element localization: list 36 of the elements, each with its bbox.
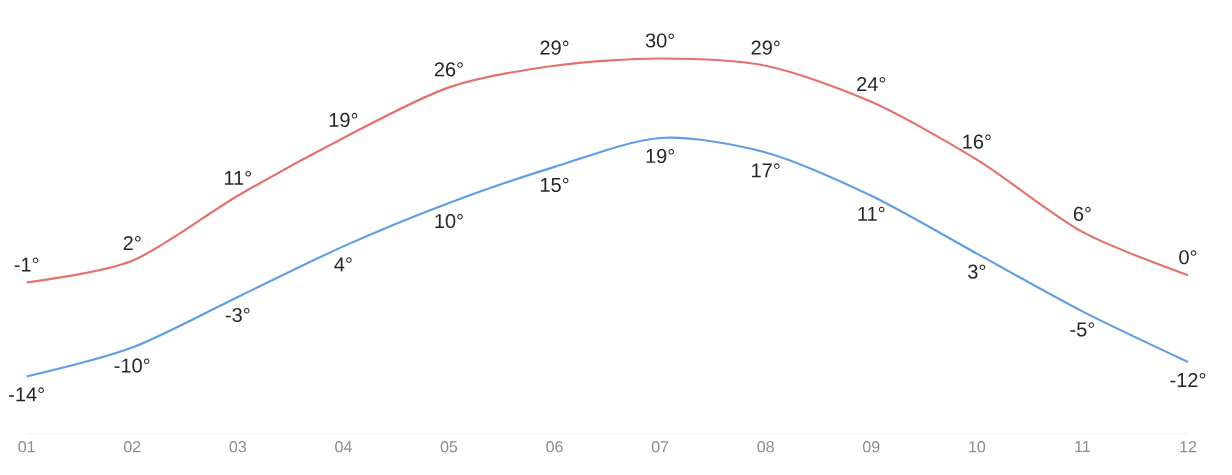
data-label: 19°: [329, 112, 358, 128]
x-tick-label: 06: [546, 441, 563, 453]
x-tick-label: 12: [1180, 441, 1197, 453]
x-tick-label: 08: [757, 441, 774, 453]
x-tick-label: 11: [1075, 441, 1090, 453]
x-tick-label: 07: [651, 441, 669, 453]
data-label: -5°: [1070, 322, 1095, 337]
data-label: 29°: [751, 40, 780, 55]
x-tick-label: 05: [440, 441, 458, 453]
data-label: 2°: [123, 235, 141, 250]
data-label: 29°: [540, 40, 569, 55]
data-label: 30°: [645, 33, 675, 48]
data-label: 11°: [858, 206, 885, 221]
data-label: 16°: [963, 134, 991, 149]
data-label: 3°: [968, 264, 986, 279]
data-label: 24°: [857, 76, 886, 91]
data-label: 17°: [752, 163, 780, 178]
data-label: -10°: [114, 358, 150, 373]
data-label: 26°: [434, 62, 463, 77]
x-tick-label: 02: [123, 441, 141, 453]
data-label: -3°: [225, 307, 250, 323]
x-tick-label: 01: [18, 441, 35, 453]
data-label: 4°: [334, 257, 352, 272]
x-tick-label: 10: [969, 441, 986, 453]
data-label: -1°: [14, 257, 39, 272]
data-label: 10°: [435, 213, 463, 229]
data-label: 15°: [540, 177, 569, 192]
x-tick-label: 04: [335, 441, 352, 453]
data-label: 19°: [646, 148, 675, 164]
data-label: 0°: [1179, 250, 1197, 265]
data-label: 6°: [1073, 206, 1091, 221]
data-label: -14°: [9, 387, 44, 402]
data-label: -12°: [1170, 372, 1206, 387]
x-tick-label: 03: [229, 441, 247, 453]
data-label: 11°: [224, 170, 251, 185]
x-tick-label: 09: [863, 441, 880, 453]
